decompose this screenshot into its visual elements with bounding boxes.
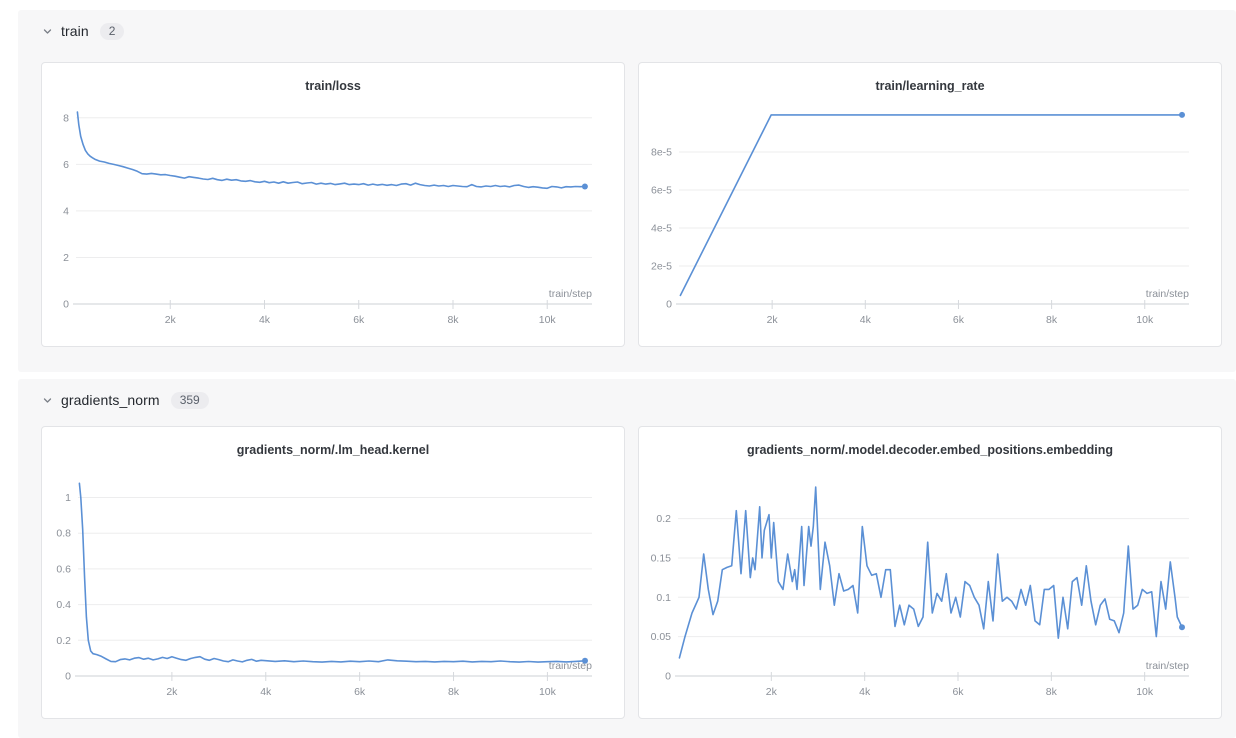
svg-text:1: 1 [65, 492, 71, 504]
svg-text:2k: 2k [767, 314, 779, 326]
section-header-train[interactable]: train 2 [41, 22, 1222, 40]
svg-text:train/step: train/step [549, 660, 592, 672]
svg-text:8k: 8k [1046, 314, 1058, 326]
chart-card-train-learning-rate[interactable]: train/learning_rate 0 2e-5 4e-5 6e-5 8e-5 2k 4… [638, 62, 1222, 347]
svg-text:0.8: 0.8 [56, 528, 71, 540]
svg-text:0.2: 0.2 [56, 635, 71, 647]
svg-text:4k: 4k [860, 314, 872, 326]
count-badge: 2 [99, 22, 125, 40]
svg-text:0: 0 [63, 299, 69, 311]
svg-text:train/step: train/step [1146, 660, 1189, 672]
chart-title: train/learning_rate [875, 79, 985, 93]
svg-text:0: 0 [665, 671, 671, 683]
chevron-down-icon[interactable] [41, 25, 53, 37]
chart-card-lm-head-kernel[interactable]: gradients_norm/.lm_head.kernel 0 0.2 0.4 0.… [41, 426, 625, 719]
svg-text:0: 0 [666, 299, 672, 311]
chart-title: train/loss [305, 79, 361, 93]
svg-text:2k: 2k [165, 314, 177, 326]
svg-text:6k: 6k [952, 686, 964, 698]
svg-text:0.05: 0.05 [651, 631, 672, 643]
svg-text:4: 4 [63, 205, 69, 217]
svg-text:2k: 2k [766, 686, 778, 698]
svg-text:8k: 8k [448, 686, 460, 698]
svg-text:8k: 8k [447, 314, 459, 326]
svg-text:10k: 10k [539, 686, 557, 698]
section-title: gradients_norm [61, 392, 160, 408]
svg-text:2k: 2k [166, 686, 178, 698]
svg-text:8: 8 [63, 112, 69, 124]
svg-text:10k: 10k [1136, 314, 1154, 326]
svg-text:6: 6 [63, 159, 69, 171]
svg-text:4k: 4k [859, 686, 871, 698]
section-train: train 2 train/loss 0 2 4 6 8 2k 4k 6k 8k 10k train… [18, 10, 1236, 372]
chevron-down-icon[interactable] [41, 394, 53, 406]
svg-text:0.15: 0.15 [651, 552, 672, 564]
line-chart-train-learning-rate[interactable]: 0 2e-5 4e-5 6e-5 8e-5 2k 4k 6k 8k 10k train/step [639, 97, 1221, 340]
svg-text:6e-5: 6e-5 [651, 184, 672, 196]
svg-text:2e-5: 2e-5 [651, 260, 672, 272]
chart-title: gradients_norm/.model.decoder.embed_posi… [746, 443, 1114, 457]
chart-grid: train/loss 0 2 4 6 8 2k 4k 6k 8k 10k train/step tr… [41, 62, 1222, 347]
section-title: train [61, 23, 89, 39]
svg-text:10k: 10k [1136, 686, 1154, 698]
svg-text:6k: 6k [353, 314, 365, 326]
svg-text:0.6: 0.6 [56, 563, 71, 575]
svg-text:10k: 10k [539, 314, 557, 326]
svg-text:4k: 4k [260, 686, 272, 698]
svg-text:train/step: train/step [1146, 288, 1189, 300]
svg-text:0.2: 0.2 [656, 513, 671, 525]
line-chart-train-loss[interactable]: 0 2 4 6 8 2k 4k 6k 8k 10k train/step [42, 97, 624, 340]
chart-grid: gradients_norm/.lm_head.kernel 0 0.2 0.4 0.… [41, 426, 1222, 719]
svg-text:8k: 8k [1046, 686, 1058, 698]
svg-text:train/step: train/step [549, 288, 592, 300]
svg-text:4e-5: 4e-5 [651, 222, 672, 234]
chart-card-train-loss[interactable]: train/loss 0 2 4 6 8 2k 4k 6k 8k 10k train/step [41, 62, 625, 347]
line-chart-lm-head-kernel[interactable]: 0 0.2 0.4 0.6 0.8 1 2k 4k 6k 8k 10k train/step [42, 461, 624, 712]
svg-text:6k: 6k [953, 314, 965, 326]
section-header-gradients-norm[interactable]: gradients_norm 359 [41, 391, 1222, 409]
svg-text:0.4: 0.4 [56, 599, 71, 611]
svg-text:8e-5: 8e-5 [651, 146, 672, 158]
svg-text:0: 0 [65, 671, 71, 683]
count-badge: 359 [170, 391, 209, 409]
svg-text:2: 2 [63, 252, 69, 264]
svg-text:4k: 4k [259, 314, 271, 326]
line-chart-embed-positions-embedding[interactable]: 0 0.05 0.1 0.15 0.2 2k 4k 6k 8k 10k train/step [639, 461, 1221, 712]
svg-text:6k: 6k [354, 686, 366, 698]
section-gradients-norm: gradients_norm 359 gradients_norm/.lm_he… [18, 379, 1236, 738]
chart-title: gradients_norm/.lm_head.kernel [236, 443, 430, 457]
svg-text:0.1: 0.1 [656, 592, 671, 604]
chart-card-embed-positions-embedding[interactable]: gradients_norm/.model.decoder.embed_posi… [638, 426, 1222, 719]
